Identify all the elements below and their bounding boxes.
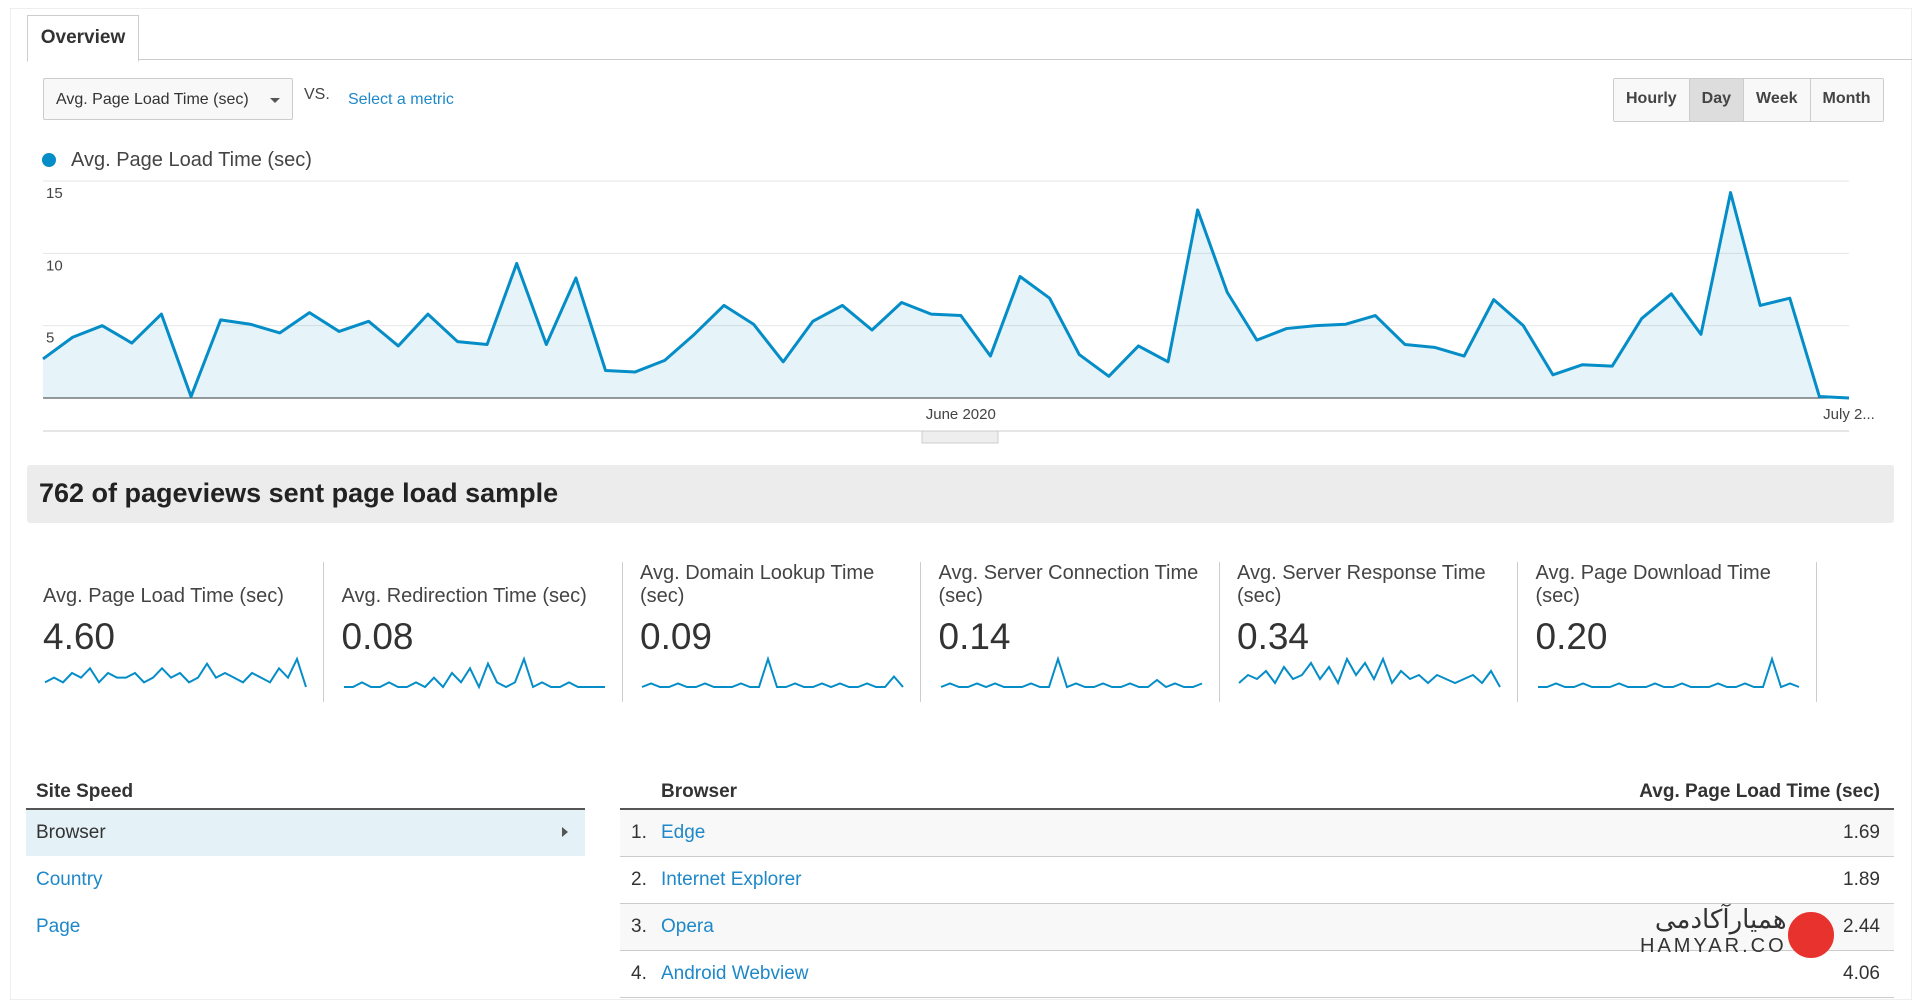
sparkline-path [940, 656, 1202, 689]
time-button[interactable]: Month [1809, 79, 1883, 121]
dropdown-label: Avg. Page Load Time (sec) [56, 91, 249, 108]
metric-label: Avg. Redirection Time (sec) [341, 585, 587, 607]
metric-value: 0.08 [341, 616, 414, 657]
row-index: 1. [631, 822, 647, 843]
sparkline [940, 656, 1202, 689]
table-row [620, 857, 1894, 904]
area [43, 192, 1849, 398]
watermark-logo [1788, 912, 1834, 958]
load-time: 2.44 [1843, 916, 1880, 937]
tile-divider [1815, 562, 1817, 702]
site-speed-header: Site Speed [36, 781, 134, 802]
sparkline-path [44, 656, 307, 688]
load-time: 1.89 [1843, 869, 1880, 890]
y-tick-label: 10 [46, 257, 63, 274]
frame [10, 8, 1912, 1000]
tile-divider [1517, 562, 1518, 702]
metric-value: 0.20 [1535, 616, 1608, 657]
table-row [620, 904, 1894, 951]
tile-divider [1218, 562, 1220, 702]
tile-divider [323, 562, 324, 702]
browser-link[interactable]: Internet Explorer [661, 869, 802, 890]
row-index: 4. [631, 963, 647, 984]
sparkline-path [1537, 656, 1799, 689]
metric-value: 4.60 [43, 616, 116, 657]
metric-dropdown[interactable]: Avg. Page Load Time (sec) [43, 78, 293, 120]
time-button[interactable]: Week [1743, 79, 1810, 121]
watermark-fa: همیارآکادمی [1654, 905, 1787, 935]
metric-value: 0.34 [1237, 616, 1310, 657]
dropdown-arrow [270, 98, 280, 108]
sparkline [44, 656, 307, 688]
metric-label: Avg. Page Download Time (sec) [1535, 562, 1771, 607]
table-row [620, 810, 1894, 857]
sparkline [1238, 656, 1501, 688]
metric-value: 0.14 [938, 616, 1011, 657]
tile-divider [920, 562, 921, 702]
legend-marker [42, 153, 56, 167]
metric-label: Avg. Page Load Time (sec) [43, 585, 284, 607]
y-tick-label: 5 [46, 330, 54, 347]
sparkline [1537, 656, 1799, 689]
x-tick-label: July 2... [1823, 406, 1875, 423]
tab-line [27, 59, 1912, 60]
browser-link[interactable]: Edge [661, 822, 706, 843]
time-button[interactable]: Day [1688, 79, 1744, 121]
table-row [620, 951, 1894, 998]
sparkline [343, 656, 605, 690]
site-speed-item[interactable]: Country [36, 869, 103, 890]
tab[interactable]: Overview [27, 15, 139, 62]
summary-bar [27, 465, 1894, 523]
vs-label: VS. [304, 86, 330, 103]
tile-divider [621, 562, 623, 702]
load-time: 4.06 [1843, 963, 1880, 984]
resize-handle [921, 430, 999, 444]
table-header: Avg. Page Load Time (sec) [1639, 781, 1880, 802]
browser-link[interactable]: Opera [661, 916, 714, 937]
header-rule [26, 808, 585, 810]
select-metric-link[interactable]: Select a metric [348, 91, 454, 108]
line-chart: Avg. Page Load Time (sec) 5 10 15 June 2020… [42, 149, 1875, 444]
y-tick-label: 15 [46, 185, 63, 202]
watermark: همیارآکادمی HAMYAR.CO [1640, 905, 1787, 958]
table-header: Browser [661, 781, 738, 802]
time-button[interactable]: Hourly [1614, 79, 1689, 121]
sparkline-path [641, 656, 904, 689]
legend-label: Avg. Page Load Time (sec) [71, 149, 312, 171]
x-tick-label: June 2020 [926, 406, 996, 423]
metric-label: Avg. Server Connection Time (sec) [938, 562, 1199, 607]
row-index: 2. [631, 869, 647, 890]
metric-label: Avg. Domain Lookup Time (sec) [640, 562, 875, 607]
load-time: 1.69 [1843, 822, 1880, 843]
metric-label: Avg. Server Response Time (sec) [1237, 562, 1486, 607]
browser-link[interactable]: Android Webview [661, 963, 809, 984]
site-speed-item[interactable]: Page [36, 916, 81, 937]
sparkline-path [343, 656, 605, 690]
header-rule [620, 808, 1894, 810]
sparkline-path [1238, 656, 1501, 688]
row-index: 3. [631, 916, 647, 937]
site-speed-item[interactable]: Browser [26, 810, 585, 856]
sparkline [641, 656, 904, 689]
line [42, 191, 1850, 400]
metric-value: 0.09 [640, 616, 713, 657]
watermark-en: HAMYAR.CO [1640, 935, 1787, 957]
selected-arrow [562, 827, 573, 837]
summary-text: 762 of pageviews sent page load sample [39, 478, 559, 508]
time-buttons: Hourly Day Week Month [1613, 78, 1884, 122]
